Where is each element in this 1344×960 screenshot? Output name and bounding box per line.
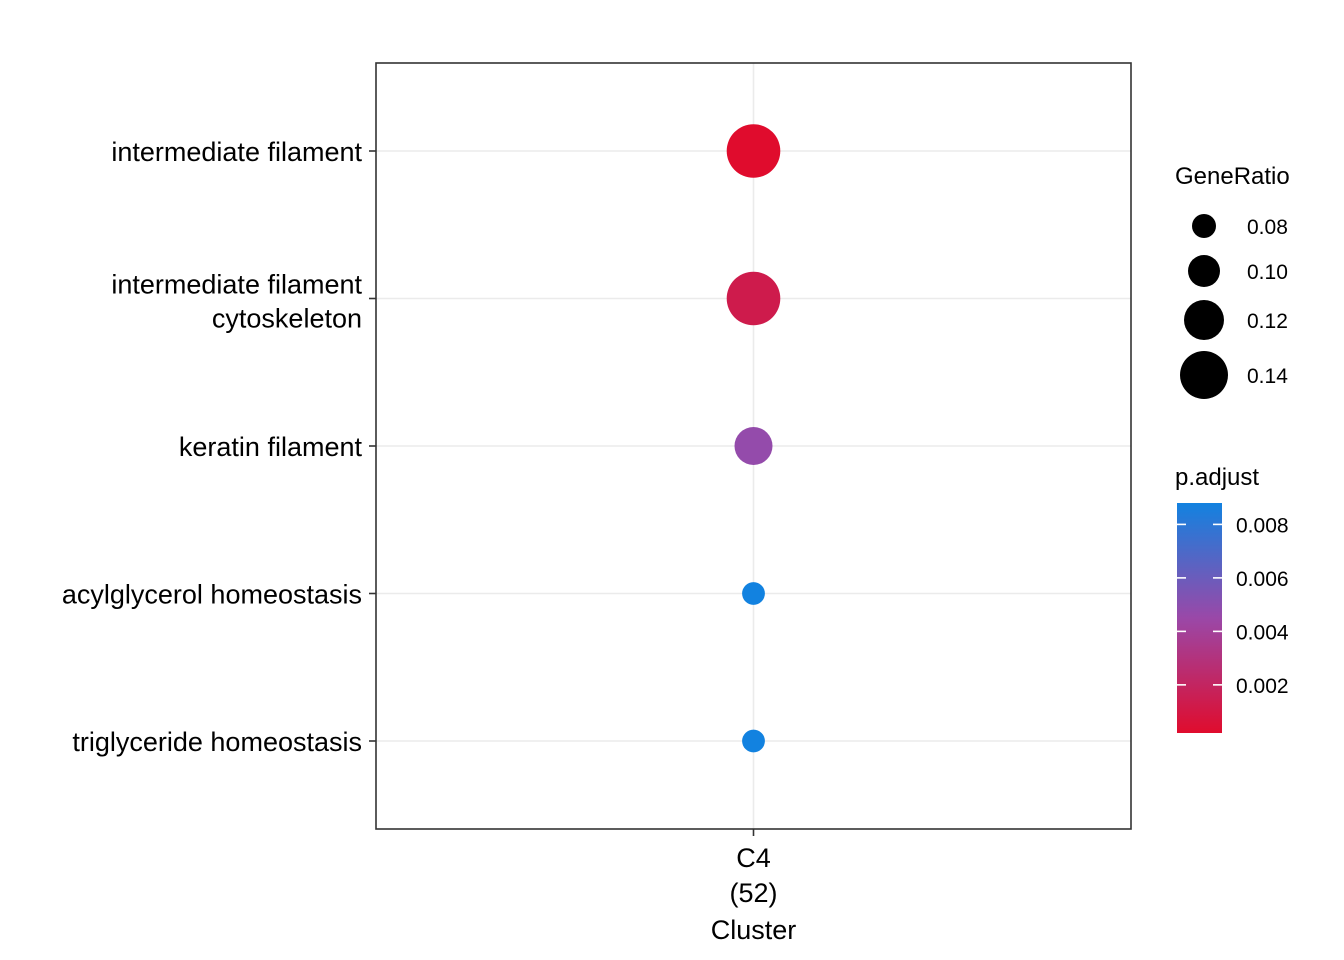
y-axis: intermediate filament intermediate filame…	[62, 137, 376, 757]
size-legend: GeneRatio 0.08 0.10 0.12 0.14	[1175, 163, 1290, 399]
y-tick-label: intermediate filament	[111, 137, 362, 167]
data-point	[742, 729, 765, 753]
color-legend-title: p.adjust	[1175, 464, 1259, 491]
color-legend-label: 0.004	[1236, 621, 1289, 644]
data-point	[726, 124, 781, 178]
data-point	[726, 271, 781, 326]
size-legend-label: 0.08	[1247, 216, 1288, 239]
size-legend-label: 0.14	[1247, 365, 1288, 388]
size-legend-key	[1180, 351, 1228, 399]
color-legend-label: 0.008	[1236, 514, 1289, 537]
x-tick-label: C4 (52)	[729, 843, 777, 908]
color-legend-label: 0.002	[1236, 675, 1289, 698]
y-tick-label: acylglycerol homeostasis	[62, 580, 362, 610]
size-legend-label: 0.10	[1247, 261, 1288, 284]
y-tick-label: triglyceride homeostasis	[72, 727, 362, 757]
color-legend-bar	[1177, 503, 1222, 733]
size-legend-key	[1192, 214, 1216, 238]
color-legend-label: 0.006	[1236, 568, 1289, 591]
y-tick-label: intermediate filament cytoskeleton	[111, 270, 362, 334]
x-axis-title: Cluster	[711, 915, 797, 945]
size-legend-key	[1184, 300, 1224, 340]
data-point	[734, 427, 773, 465]
size-legend-key	[1188, 255, 1220, 287]
color-legend: p.adjust 0.002 0.004 0.006 0.008	[1175, 464, 1289, 733]
y-tick-label: keratin filament	[179, 432, 363, 462]
size-legend-title: GeneRatio	[1175, 163, 1290, 190]
size-legend-label: 0.12	[1247, 310, 1288, 333]
data-point	[742, 582, 765, 605]
data-points	[726, 124, 781, 753]
x-axis: C4 (52)	[729, 829, 778, 908]
